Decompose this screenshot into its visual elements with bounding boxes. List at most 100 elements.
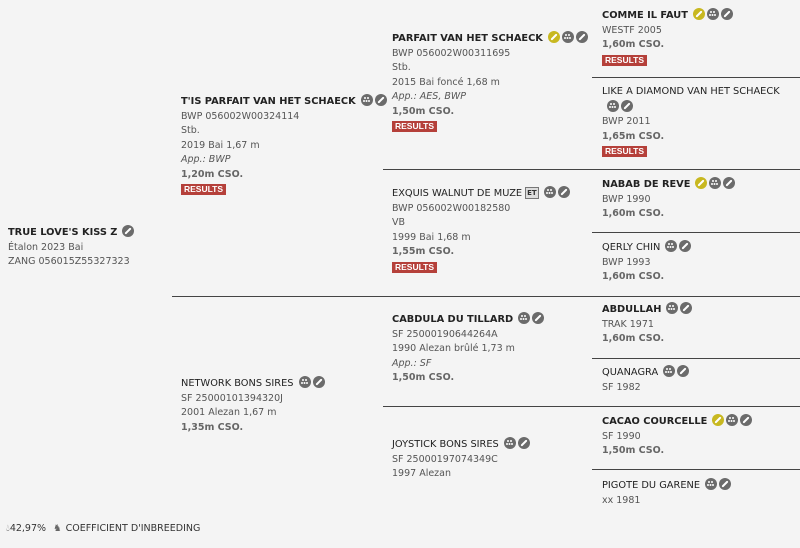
pencil-icon[interactable]: [532, 312, 545, 324]
horse-name-row: QUANAGRA: [602, 365, 690, 381]
horse-name[interactable]: EXQUIS WALNUT DE MUZE: [392, 188, 523, 199]
pedigree-icon[interactable]: [706, 8, 719, 20]
horse-info: xx 1981: [602, 494, 641, 506]
horse-name[interactable]: NETWORK BONS SIRES: [181, 378, 294, 389]
results-button[interactable]: RESULTS: [392, 121, 438, 132]
results-row: RESULTS: [602, 144, 794, 160]
pencil-icon[interactable]: [517, 437, 530, 449]
pedigree-icon[interactable]: [666, 302, 679, 314]
horse-info: SF 25000190644264A: [392, 328, 498, 340]
pedigree-icon[interactable]: [663, 365, 676, 377]
horse-name[interactable]: CACAO COURCELLE: [602, 416, 708, 427]
horse-name[interactable]: CABDULA DU TILLARD: [392, 314, 514, 325]
pedigree-icon[interactable]: [503, 437, 516, 449]
horse-name[interactable]: TRUE LOVE'S KISS Z: [8, 227, 118, 238]
horse-info: BWP 056002W00311695: [392, 47, 511, 59]
horse-name[interactable]: PARFAIT VAN HET SCHAECK: [392, 33, 543, 44]
results-row: RESULTS: [181, 182, 387, 198]
horse-name[interactable]: LIKE A DIAMOND VAN HET SCHAECK: [602, 86, 780, 97]
pedigree-icon[interactable]: [561, 31, 574, 43]
horse-node: T'IS PARFAIT VAN HET SCHAECK BWP 056002W0…: [181, 94, 387, 198]
pencil-icon[interactable]: [723, 177, 736, 189]
pencil-icon[interactable]: [557, 186, 570, 198]
pedigree-icon[interactable]: [726, 414, 739, 426]
gold-pencil-icon[interactable]: [547, 31, 560, 43]
pencil-icon[interactable]: [374, 94, 387, 106]
pencil-icon[interactable]: [122, 225, 135, 237]
pencil-icon[interactable]: [740, 414, 753, 426]
results-button[interactable]: RESULTS: [602, 146, 648, 157]
horse-icon: ♞: [53, 523, 62, 534]
horse-name[interactable]: QUANAGRA: [602, 367, 659, 378]
horse-name[interactable]: COMME IL FAUT: [602, 10, 688, 21]
horse-info: BWP 1993: [602, 256, 651, 268]
gold-pencil-icon[interactable]: [695, 177, 708, 189]
approval-info: App.: SF: [392, 357, 432, 369]
horse-name-row: EXQUIS WALNUT DE MUZE ET: [392, 186, 570, 202]
results-button[interactable]: RESULTS: [181, 184, 227, 195]
approval-info: App.: AES, BWP: [392, 91, 467, 102]
performance-level: 1,60m CSO.: [602, 271, 665, 282]
pencil-icon[interactable]: [575, 31, 588, 43]
performance-level: 1,20m CSO.: [181, 168, 244, 180]
embryo-transfer-badge: ET: [525, 187, 539, 199]
horse-name[interactable]: ABDULLAH: [602, 304, 662, 315]
drop-icon: 💧︎: [6, 523, 10, 534]
performance-level: 1,50m CSO.: [392, 372, 455, 383]
pencil-icon[interactable]: [719, 478, 732, 490]
horse-name[interactable]: PIGOTE DU GARENE: [602, 480, 701, 491]
horse-name-row: ABDULLAH: [602, 302, 693, 318]
horse-info: ZANG 056015Z55327323: [8, 256, 130, 267]
performance-level: 1,55m CSO.: [392, 246, 455, 257]
pencil-icon[interactable]: [677, 365, 690, 377]
pedigree-icon[interactable]: [298, 376, 311, 388]
results-row: RESULTS: [602, 53, 733, 69]
horse-info: SF 1982: [602, 381, 641, 393]
horse-name[interactable]: NABAB DE REVE: [602, 179, 691, 190]
gold-pencil-icon[interactable]: [712, 414, 725, 426]
gold-pencil-icon[interactable]: [692, 8, 705, 20]
performance-level: 1,60m CSO.: [602, 39, 665, 50]
horse-node: JOYSTICK BONS SIRES SF 25000197074349C 199…: [392, 437, 530, 482]
pencil-icon[interactable]: [312, 376, 325, 388]
horse-name[interactable]: JOYSTICK BONS SIRES: [392, 439, 499, 450]
divider: [592, 358, 800, 359]
horse-node: CABDULA DU TILLARD SF 25000190644264A 1990…: [392, 312, 545, 386]
horse-node: NETWORK BONS SIRES SF 25000101394320J 2001…: [181, 376, 325, 435]
results-row: RESULTS: [392, 119, 588, 135]
pedigree-icon[interactable]: [665, 240, 678, 252]
horse-info: 1997 Alezan: [392, 468, 452, 479]
approval-info: App.: BWP: [181, 154, 231, 165]
results-button[interactable]: RESULTS: [602, 54, 648, 66]
pedigree-icon[interactable]: [709, 177, 722, 189]
pedigree-icon[interactable]: [705, 478, 718, 490]
horse-info: 1990 Alezan brûlé 1,73 m: [392, 343, 515, 354]
horse-info: 1999 Bai 1,68 m: [392, 231, 471, 243]
horse-node: NABAB DE REVE BWP 1990 1,60m CSO.: [602, 177, 736, 222]
pedigree-icon[interactable]: [607, 99, 619, 112]
horse-node: PARFAIT VAN HET SCHAECK BWP 056002W003116…: [392, 31, 588, 135]
horse-info: 2015 Bai foncé 1,68 m: [392, 76, 500, 88]
horse-info: SF 25000101394320J: [181, 392, 283, 404]
performance-level: 1,50m CSO.: [392, 105, 455, 117]
horse-name-row: CABDULA DU TILLARD: [392, 312, 545, 328]
horse-info: SF 25000197074349C: [392, 453, 498, 465]
horse-name[interactable]: QERLY CHIN: [602, 242, 661, 253]
horse-info: Étalon 2023 Bai: [8, 241, 84, 253]
pedigree-icon[interactable]: [543, 186, 556, 198]
pencil-icon[interactable]: [621, 99, 633, 112]
pencil-icon[interactable]: [679, 240, 692, 252]
results-row: RESULTS: [392, 260, 570, 276]
inbreeding-value: 42,97%: [9, 523, 47, 534]
horse-name[interactable]: T'IS PARFAIT VAN HET SCHAECK: [181, 96, 356, 107]
horse-node: EXQUIS WALNUT DE MUZE ET BWP 056002W001825…: [392, 186, 570, 275]
horse-info: Stb.: [181, 125, 200, 136]
pedigree-icon[interactable]: [360, 94, 373, 106]
pencil-icon[interactable]: [720, 8, 733, 20]
results-button[interactable]: RESULTS: [392, 261, 438, 273]
pencil-icon[interactable]: [680, 302, 693, 314]
horse-info: BWP 2011: [602, 116, 651, 127]
horse-node: TRUE LOVE'S KISS Z Étalon 2023 Bai ZANG 05…: [8, 225, 135, 270]
horse-info: BWP 1990: [602, 193, 651, 205]
pedigree-icon[interactable]: [518, 312, 531, 324]
